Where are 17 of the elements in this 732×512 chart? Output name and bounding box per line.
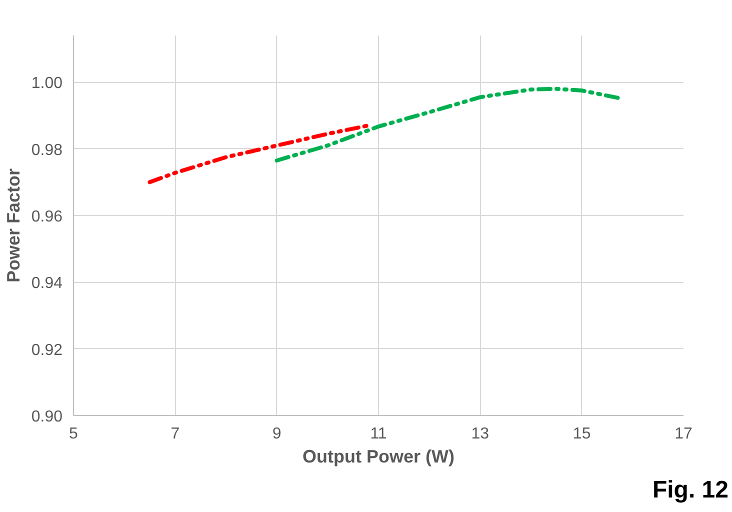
x-tick-label: 15 <box>572 426 591 442</box>
y-axis-title: Power Factor <box>3 168 24 283</box>
x-tick-label: 11 <box>370 426 387 442</box>
x-tick-label: 7 <box>170 426 180 442</box>
y-tick-label: 0.94 <box>31 275 63 292</box>
y-tick-label: 0.90 <box>31 408 63 426</box>
y-tick-label: 0.92 <box>31 342 63 359</box>
y-tick-label: 0.98 <box>31 142 63 159</box>
y-tick-label: 0.96 <box>31 208 63 226</box>
x-tick-label: 17 <box>674 426 692 442</box>
x-tick-label: 5 <box>69 426 78 442</box>
x-axis-title: Output Power (W) <box>302 446 454 466</box>
x-tick-label: 13 <box>471 426 490 442</box>
x-tick-label: 9 <box>272 426 282 442</box>
y-tick-label: 1.00 <box>31 75 63 92</box>
line-series <box>148 124 370 184</box>
caption: Fig. 12 <box>652 476 729 504</box>
